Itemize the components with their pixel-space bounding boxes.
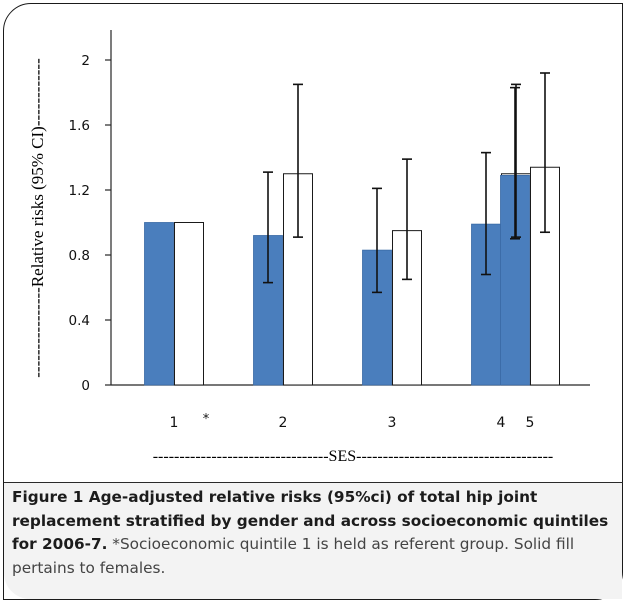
y-tick-label: 2 <box>81 53 90 69</box>
female-bar <box>362 249 392 386</box>
y-tick-label: 0.4 <box>69 313 90 329</box>
caption-title: Age-adjusted relative risks (95%ci) of t… <box>12 488 609 553</box>
y-tick-label: 0 <box>81 378 90 394</box>
caption-label: Figure 1 <box>12 488 84 506</box>
y-tick-label: 0.8 <box>69 248 90 264</box>
caption-note: *Socioeconomic quintile 1 is held as ref… <box>12 535 575 577</box>
x-tick-note: * <box>203 412 210 427</box>
caption-background <box>4 483 622 599</box>
bar-chart: 0 0.4 0.8 1.2 1.6 2 1 * 2 3 4 5 ----------------Rel… <box>28 30 590 465</box>
x-tick-label: 3 <box>388 415 397 431</box>
female-bar <box>144 222 174 386</box>
y-tick-label: 1.2 <box>69 183 90 199</box>
x-tick-label: 2 <box>279 415 288 431</box>
x-tick-label: 4 <box>497 415 506 431</box>
caption-divider <box>4 482 623 483</box>
x-axis-label: ---------------------------------SES----… <box>153 448 554 465</box>
y-tick-label: 1.6 <box>69 118 90 134</box>
figure-caption: Figure 1 Age-adjusted relative risks (95… <box>12 486 618 580</box>
x-tick-label: 5 <box>526 415 535 431</box>
x-tick-label: 1 <box>170 415 179 431</box>
male-bar <box>174 222 204 386</box>
y-axis-label: ----------------Relative risks (95% CI)-… <box>28 58 47 378</box>
